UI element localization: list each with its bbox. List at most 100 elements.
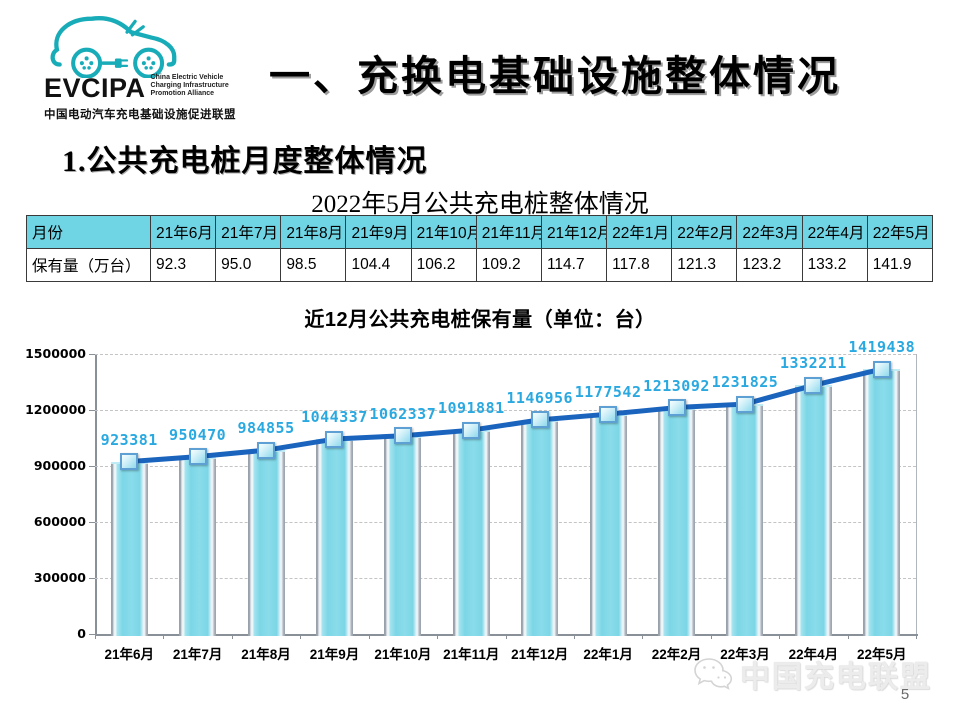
- y-gridline: [95, 466, 916, 467]
- plot-area: [95, 354, 918, 636]
- holdings-bar-chart: 0 300000 600000 900000 1200000 1500000 21年6月 92…: [0, 325, 960, 675]
- x-axis-tick-label: 21年9月: [309, 647, 360, 662]
- table-data-cell: 123.2: [736, 248, 803, 282]
- y-axis-tick-label: 1500000: [25, 346, 86, 361]
- table-header-cell: 21年8月: [280, 215, 347, 249]
- ev-car-logo-icon: [50, 16, 177, 78]
- logo-chinese-name: 中国电动汽车充电基础设施促进联盟: [44, 109, 236, 121]
- bar-data-label: 1231825: [711, 373, 779, 392]
- y-axis-tick-mark: [89, 578, 95, 579]
- bar: [315, 439, 353, 636]
- table-data-cell: 95.0: [215, 248, 282, 282]
- x-axis-tick-mark: [710, 634, 712, 639]
- table-data-cell: 109.2: [475, 248, 542, 282]
- x-axis-tick-label: 22年5月: [857, 647, 907, 662]
- table-header-cell: 21年11月: [475, 215, 542, 249]
- y-axis-tick-label: 600000: [33, 514, 86, 529]
- table-header-cell: 21年12月: [540, 215, 608, 249]
- table-data-cell: 保有量（万台）: [26, 248, 151, 282]
- x-axis-tick-mark: [163, 634, 165, 639]
- table-data-cell: 104.4: [345, 248, 412, 282]
- bar: [247, 450, 285, 636]
- line-marker: [599, 405, 618, 423]
- line-marker: [530, 411, 549, 429]
- logo-tagline-line: China Electric Vehicle: [150, 74, 224, 81]
- table-data-row: 保有量（万台） 92.3 95.0 98.5 104.4 106.2 109.2 114.7 1…: [26, 248, 934, 282]
- plot-right-border: [916, 354, 917, 634]
- y-axis-tick-label: 900000: [33, 458, 86, 473]
- trend-line: [126, 366, 885, 465]
- bar-data-label: 1419438: [848, 338, 916, 357]
- x-axis-tick-mark: [847, 634, 849, 639]
- evcipa-logo: EVCIPA China Electric Vehicle Charging I…: [42, 14, 242, 126]
- line-marker: [325, 430, 344, 448]
- x-axis-tick-label: 21年12月: [511, 647, 569, 662]
- table-header-cell: 21年9月: [345, 215, 412, 249]
- y-axis-tick-mark: [89, 354, 95, 355]
- logo-tagline-line: Promotion Alliance: [150, 90, 215, 97]
- bar: [726, 404, 764, 636]
- x-axis-tick-label: 22年1月: [583, 647, 633, 662]
- table-header-cell: 月份: [26, 215, 151, 249]
- y-gridline: [95, 354, 916, 355]
- bar-data-label: 923381: [100, 430, 158, 449]
- footer-watermark: 中国充电联盟: [692, 652, 932, 696]
- bar: [863, 369, 901, 636]
- bar-data-label: 1213092: [643, 376, 710, 395]
- table-data-cell: 106.2: [410, 248, 477, 282]
- x-axis-tick-mark: [642, 634, 644, 639]
- bar: [452, 430, 490, 636]
- table-header-cell: 22年4月: [801, 215, 868, 249]
- bar: [521, 419, 559, 636]
- y-gridline: [95, 522, 916, 523]
- bar-data-label: 950470: [169, 425, 227, 444]
- table-header-cell: 22年2月: [671, 215, 738, 249]
- y-axis-tick-label: 300000: [33, 570, 86, 585]
- table-data-cell: 117.8: [606, 248, 673, 282]
- table-data-cell: 121.3: [671, 248, 738, 282]
- table-data-cell: 92.3: [149, 248, 217, 282]
- table-data-cell: 133.2: [801, 248, 868, 282]
- table-title: 2022年5月公共充电桩整体情况: [311, 191, 649, 218]
- table-header-cell: 21年6月: [149, 215, 217, 249]
- bar: [794, 385, 832, 636]
- bar-data-label: 1044337: [301, 408, 368, 427]
- x-axis-tick-mark: [437, 634, 439, 639]
- monthly-holdings-table: 月份 21年6月 21年7月 21年8月 21年9月 21年10月 21年11月 21年12月…: [26, 215, 934, 282]
- y-gridline: [95, 410, 916, 411]
- table-header-cell: 22年3月: [736, 215, 803, 249]
- x-axis-tick-label: 21年6月: [104, 647, 154, 662]
- x-axis-tick-label: 22年3月: [720, 647, 770, 662]
- line-marker: [257, 441, 276, 459]
- x-axis-tick-mark: [573, 634, 575, 639]
- x-axis-tick-label: 21年8月: [241, 647, 291, 662]
- x-axis-tick-mark: [505, 634, 507, 639]
- bar-data-label: 1332211: [780, 354, 847, 373]
- x-axis-tick-label: 21年11月: [443, 647, 500, 662]
- table-data-cell: 98.5: [280, 248, 347, 282]
- x-axis-tick-mark: [95, 634, 96, 639]
- table-header-cell: 22年5月: [866, 215, 934, 249]
- x-axis-tick-label: 21年7月: [172, 647, 223, 662]
- line-marker: [667, 399, 686, 417]
- bar: [658, 407, 696, 636]
- y-axis-tick-mark: [89, 634, 95, 635]
- bar: [589, 414, 627, 636]
- y-gridline: [95, 578, 916, 579]
- y-axis-tick-label: 1200000: [25, 402, 86, 417]
- logo-acronym: EVCIPA: [44, 73, 146, 103]
- y-axis-tick-mark: [89, 410, 95, 411]
- line-marker: [872, 360, 891, 378]
- table-data-cell: 141.9: [866, 248, 934, 282]
- x-axis-tick-mark: [368, 634, 370, 639]
- wechat-icon: [694, 658, 733, 690]
- logo-tagline-line: Charging Infrastructure: [150, 82, 229, 89]
- line-marker: [735, 395, 754, 413]
- line-marker: [393, 427, 412, 445]
- logo-wordmark: EVCIPA China Electric Vehicle Charging I…: [44, 73, 244, 103]
- table-data-cell: 114.7: [540, 248, 608, 282]
- bar-data-label: 1062337: [369, 404, 437, 423]
- y-axis-tick-mark: [89, 466, 95, 467]
- y-axis-tick-label: 0: [77, 626, 86, 641]
- x-axis-tick-label: 21年10月: [374, 647, 432, 662]
